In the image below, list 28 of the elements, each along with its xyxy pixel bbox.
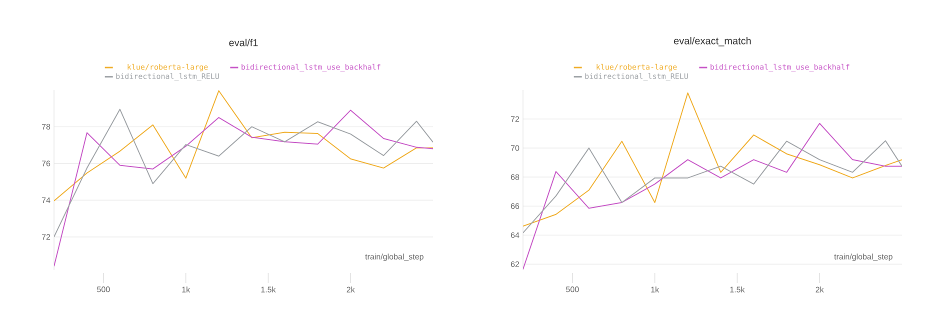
y-tick-label: 74	[42, 197, 50, 203]
line-series	[523, 122, 902, 270]
chart-title: eval/f1	[229, 38, 258, 46]
y-tick-label: 62	[510, 261, 520, 268]
x-tick-label: 1k	[651, 286, 660, 292]
line-series	[54, 90, 433, 202]
y-tick-label: 72	[510, 116, 520, 122]
line-series	[523, 140, 902, 234]
x-axis-title: train/global_step	[365, 254, 424, 262]
y-tick-label: 76	[42, 160, 50, 166]
line-series	[54, 108, 433, 238]
x-tick-label: 1k	[182, 286, 190, 292]
line-series	[54, 110, 433, 267]
x-tick-label: 2k	[346, 286, 355, 292]
y-tick-label: 78	[42, 124, 50, 130]
x-tick-label: 500	[566, 286, 579, 292]
x-tick-label: 500	[97, 286, 110, 292]
y-tick-label: 68	[510, 174, 520, 180]
y-tick-label: 70	[510, 145, 520, 151]
y-tick-label: 72	[42, 234, 50, 240]
y-tick-label: 66	[510, 203, 520, 209]
x-tick-label: 1.5k	[730, 286, 745, 292]
line-series	[523, 92, 902, 227]
chart-title: eval/exact_match	[674, 37, 751, 46]
x-axis-title: train/global_step	[834, 254, 892, 262]
x-tick-label: 2k	[816, 286, 824, 292]
x-tick-label: 1.5k	[261, 286, 276, 292]
y-tick-label: 64	[510, 232, 520, 238]
